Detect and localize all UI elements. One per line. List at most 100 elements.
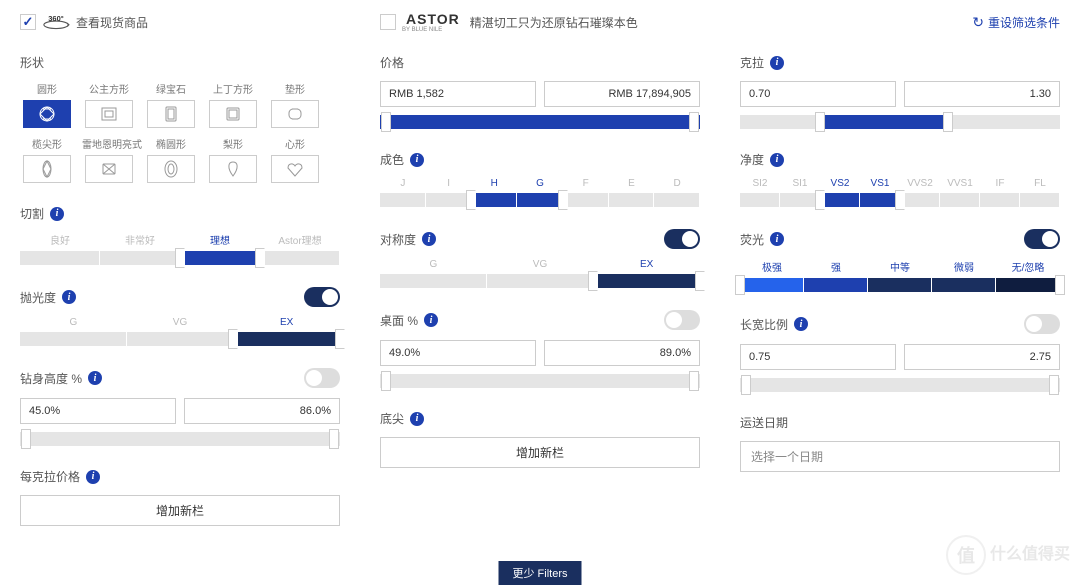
fluor-slider[interactable] [740,278,1060,292]
cut-slider[interactable] [20,251,340,265]
carat-max-input[interactable]: 1.30 [904,81,1060,107]
depth-slider[interactable] [20,432,340,446]
svg-text:360°: 360° [48,14,63,23]
cut-title: 切割 [20,205,44,222]
table-min-input[interactable]: 49.0% [380,340,536,366]
shape-雷地恩明亮式[interactable]: 雷地恩明亮式 [82,136,136,183]
carat-min-input[interactable]: 0.70 [740,81,896,107]
lw-toggle[interactable] [1024,314,1060,334]
shape-公主方形[interactable]: 公主方形 [82,81,136,128]
depth-min-input[interactable]: 45.0% [20,398,176,424]
color-slider[interactable] [380,193,700,207]
polish-slider[interactable] [20,332,340,346]
table-section: 桌面 % i 49.0% 89.0% [380,310,700,388]
fluor-label: 强 [804,259,868,274]
info-icon[interactable]: i [770,232,784,246]
shape-上丁方形[interactable]: 上丁方形 [206,81,260,128]
depth-max-input[interactable]: 86.0% [184,398,340,424]
shape-心形[interactable]: 心形 [268,136,322,183]
lw-min-input[interactable]: 0.75 [740,344,896,370]
shape-垫形[interactable]: 垫形 [268,81,322,128]
polish-section: 抛光度i GVGEX [20,287,340,346]
scale-label: VS1 [860,178,900,189]
culet-title: 底尖 [380,410,404,427]
delivery-section: 运送日期 选择一个日期 [740,414,1060,472]
info-icon[interactable]: i [50,207,64,221]
color-section: 成色i JIHGFED [380,151,700,207]
table-title: 桌面 % [380,312,418,329]
price-title: 价格 [380,54,700,71]
clarity-section: 净度i SI2SI1VS2VS1VVS2VVS1IFFL [740,151,1060,207]
scale-label: Astor理想 [260,232,340,247]
scale-label: I [426,178,472,189]
carat-title: 克拉 [740,54,764,71]
shape-绿宝石[interactable]: 绿宝石 [144,81,198,128]
lw-slider[interactable] [740,378,1060,392]
lw-title: 长宽比例 [740,316,788,333]
price-min-input[interactable]: RMB 1,582 [380,81,536,107]
info-icon[interactable]: i [424,313,438,327]
scale-label: VS2 [820,178,860,189]
scale-label: H [471,178,517,189]
scale-label: SI1 [780,178,820,189]
info-icon[interactable]: i [794,317,808,331]
info-icon[interactable]: i [88,371,102,385]
shape-梨形[interactable]: 梨形 [206,136,260,183]
info-icon[interactable]: i [62,290,76,304]
astor-tagline: 精湛切工只为还原钻石璀璨本色 [470,14,638,31]
fluorescence-section: 荧光i 极强强中等微弱无/忽略 [740,229,1060,292]
polish-title: 抛光度 [20,289,56,306]
info-icon[interactable]: i [422,232,436,246]
scale-label: G [380,259,487,270]
reset-link[interactable]: ↻ 重设筛选条件 [972,14,1060,31]
info-icon[interactable]: i [410,412,424,426]
fluor-label: 中等 [868,259,932,274]
stock-checkbox[interactable] [20,14,36,30]
depth-toggle[interactable] [304,368,340,388]
table-max-input[interactable]: 89.0% [544,340,700,366]
scale-label: EX [593,259,700,270]
shape-椭圆形[interactable]: 椭圆形 [144,136,198,183]
table-slider[interactable] [380,374,700,388]
info-icon[interactable]: i [410,153,424,167]
symmetry-title: 对称度 [380,231,416,248]
stock-label: 查看现货商品 [76,14,148,31]
scale-label: IF [980,178,1020,189]
reset-icon: ↻ [972,14,984,31]
delivery-title: 运送日期 [740,414,1060,431]
scale-label: E [609,178,655,189]
color-title: 成色 [380,151,404,168]
bottom-tab[interactable]: 更少 Filters [499,561,582,585]
fluor-label: 微弱 [932,259,996,274]
symmetry-toggle[interactable] [664,229,700,249]
cut-section: 切割i 良好非常好理想Astor理想 [20,205,340,265]
carat-section: 克拉 i 0.70 1.30 [740,54,1060,129]
clarity-slider[interactable] [740,193,1060,207]
scale-label: FL [1020,178,1060,189]
fluor-label: 极强 [740,259,804,274]
shape-section: 形状 圆形公主方形绿宝石上丁方形垫形榄尖形雷地恩明亮式椭圆形梨形心形 [20,54,340,183]
culet-add-button[interactable]: 增加新栏 [380,437,700,468]
scale-label: 非常好 [100,232,180,247]
symmetry-slider[interactable] [380,274,700,288]
table-toggle[interactable] [664,310,700,330]
astor-logo: ASTOR BY BLUE NILE [402,11,460,33]
shape-榄尖形[interactable]: 榄尖形 [20,136,74,183]
scale-label: D [654,178,700,189]
scale-label: VVS1 [940,178,980,189]
astor-checkbox[interactable] [380,14,396,30]
price-max-input[interactable]: RMB 17,894,905 [544,81,700,107]
ppc-add-button[interactable]: 增加新栏 [20,495,340,526]
shape-圆形[interactable]: 圆形 [20,81,74,128]
info-icon[interactable]: i [770,153,784,167]
polish-toggle[interactable] [304,287,340,307]
fluor-toggle[interactable] [1024,229,1060,249]
carat-slider[interactable] [740,115,1060,129]
info-icon[interactable]: i [770,56,784,70]
price-slider[interactable] [380,115,700,129]
scale-label: VG [127,317,234,328]
scale-label: G [20,317,127,328]
delivery-select[interactable]: 选择一个日期 [740,441,1060,472]
lw-max-input[interactable]: 2.75 [904,344,1060,370]
info-icon[interactable]: i [86,470,100,484]
